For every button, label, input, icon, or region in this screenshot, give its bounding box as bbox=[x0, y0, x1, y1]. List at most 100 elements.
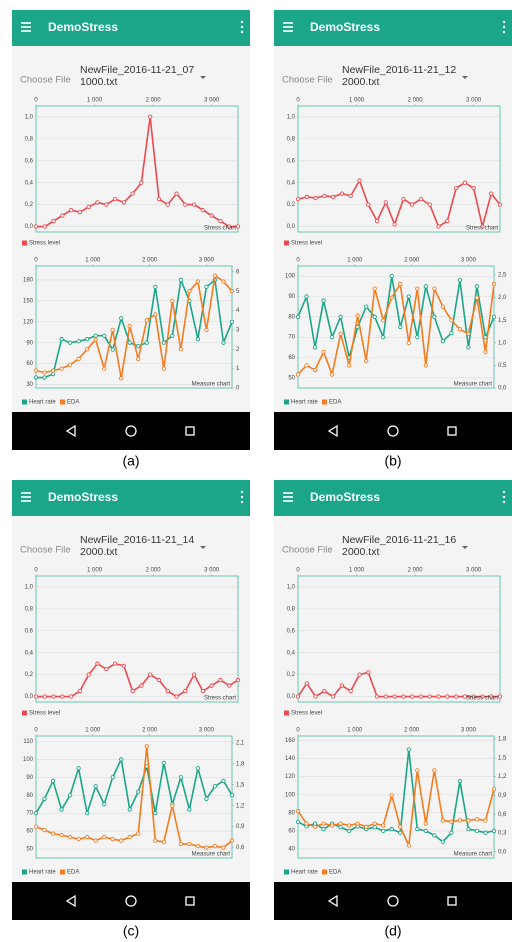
legend-swatch bbox=[60, 870, 65, 875]
data-point bbox=[171, 334, 174, 337]
data-point bbox=[296, 315, 299, 318]
data-point bbox=[347, 364, 350, 367]
data-point bbox=[410, 203, 413, 206]
y-tick-label: 0,0 bbox=[287, 694, 296, 700]
data-point bbox=[424, 829, 427, 832]
x-tick-label: 1 000 bbox=[349, 568, 365, 574]
data-point bbox=[162, 341, 165, 344]
panel-label: (c) bbox=[123, 923, 139, 939]
data-point bbox=[120, 839, 123, 842]
x-tick-label: 2 000 bbox=[146, 568, 162, 574]
data-point bbox=[102, 835, 105, 838]
data-point bbox=[94, 338, 97, 341]
data-point bbox=[157, 197, 160, 200]
overflow-icon bbox=[241, 31, 243, 33]
data-point bbox=[228, 684, 231, 687]
legend-label: EDA bbox=[67, 870, 79, 876]
data-point bbox=[330, 335, 333, 338]
data-point bbox=[175, 695, 178, 698]
data-point bbox=[313, 825, 316, 828]
data-point bbox=[145, 745, 148, 748]
data-point bbox=[441, 340, 444, 343]
file-name-line: 2000.txt bbox=[342, 546, 379, 558]
data-point bbox=[296, 695, 299, 698]
data-point bbox=[154, 839, 157, 842]
data-point bbox=[356, 822, 359, 825]
data-point bbox=[85, 835, 88, 838]
data-point bbox=[145, 319, 148, 322]
data-point bbox=[77, 837, 80, 840]
data-point bbox=[140, 181, 143, 184]
data-point bbox=[463, 181, 466, 184]
y-tick-label: 80 bbox=[288, 810, 295, 816]
y2-tick-label: 1,5 bbox=[498, 755, 507, 761]
choose-file-label: Choose File bbox=[282, 545, 333, 556]
data-point bbox=[43, 797, 46, 800]
y-tick-label: 100 bbox=[23, 757, 34, 763]
y2-tick-label: 0,6 bbox=[498, 812, 507, 818]
data-point bbox=[140, 684, 143, 687]
data-point bbox=[407, 844, 410, 847]
data-point bbox=[433, 834, 436, 837]
legend-label: Heart rate bbox=[291, 870, 318, 876]
legend-label: Stress level bbox=[29, 711, 60, 717]
data-point bbox=[373, 315, 376, 318]
data-point bbox=[399, 325, 402, 328]
data-point bbox=[492, 315, 495, 318]
data-point bbox=[128, 324, 131, 327]
data-point bbox=[437, 225, 440, 228]
data-point bbox=[433, 315, 436, 318]
data-point bbox=[51, 779, 54, 782]
data-point bbox=[68, 835, 71, 838]
data-point bbox=[87, 205, 90, 208]
data-point bbox=[184, 689, 187, 692]
data-point bbox=[373, 826, 376, 829]
y-tick-label: 100 bbox=[285, 274, 296, 280]
menu-icon bbox=[21, 500, 31, 502]
file-name-line: 2000.txt bbox=[342, 76, 379, 88]
data-point bbox=[305, 364, 308, 367]
data-point bbox=[236, 225, 239, 228]
data-point bbox=[490, 192, 493, 195]
x-tick-label: 3 000 bbox=[461, 258, 477, 264]
data-point bbox=[382, 319, 385, 322]
data-point bbox=[68, 794, 71, 797]
x-tick-label: 3 000 bbox=[466, 568, 482, 574]
menu-icon bbox=[283, 500, 293, 502]
overflow-icon bbox=[241, 26, 243, 28]
y-tick-label: 0,2 bbox=[25, 672, 34, 678]
data-point bbox=[419, 197, 422, 200]
data-point bbox=[296, 820, 299, 823]
y2-tick-label: 1,0 bbox=[498, 340, 507, 346]
data-point bbox=[60, 367, 63, 370]
data-point bbox=[375, 695, 378, 698]
data-point bbox=[330, 373, 333, 376]
y-tick-label: 80 bbox=[26, 793, 33, 799]
legend-swatch bbox=[22, 870, 27, 875]
data-point bbox=[416, 335, 419, 338]
y-tick-label: 70 bbox=[288, 335, 295, 341]
y-tick-label: 1,0 bbox=[25, 585, 34, 591]
data-point bbox=[339, 332, 342, 335]
data-point bbox=[51, 372, 54, 375]
data-point bbox=[113, 662, 116, 665]
legend-label: Heart rate bbox=[291, 400, 318, 406]
y-tick-label: 1,0 bbox=[25, 115, 34, 121]
chart-annotation: Measure chart bbox=[192, 382, 231, 388]
y-tick-label: 0,2 bbox=[287, 202, 296, 208]
data-point bbox=[349, 689, 352, 692]
x-tick-label: 2 000 bbox=[404, 258, 420, 264]
data-point bbox=[77, 767, 80, 770]
app-title: DemoStress bbox=[310, 490, 380, 504]
data-point bbox=[171, 804, 174, 807]
data-point bbox=[296, 809, 299, 812]
data-point bbox=[77, 340, 80, 343]
y-tick-label: 0,0 bbox=[25, 224, 34, 230]
data-point bbox=[399, 282, 402, 285]
data-point bbox=[305, 822, 308, 825]
data-point bbox=[105, 203, 108, 206]
data-point bbox=[356, 314, 359, 317]
legend-swatch bbox=[22, 400, 27, 405]
data-point bbox=[102, 802, 105, 805]
